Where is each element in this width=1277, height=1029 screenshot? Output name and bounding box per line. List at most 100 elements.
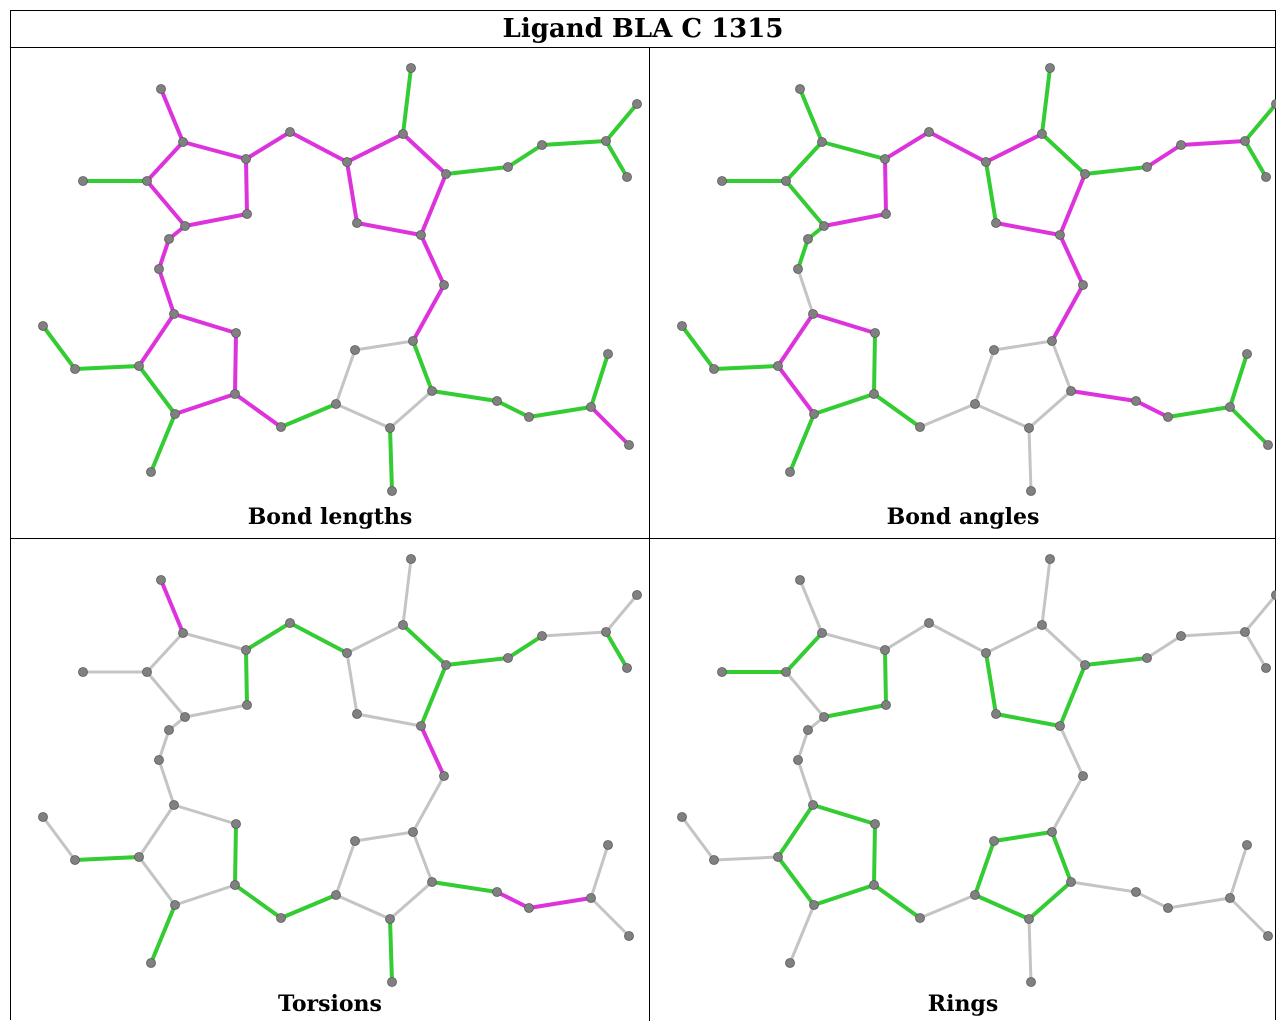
bond bbox=[233, 822, 238, 887]
atom bbox=[717, 176, 727, 186]
bond bbox=[796, 267, 815, 316]
atom bbox=[1055, 721, 1065, 731]
atom bbox=[142, 176, 152, 186]
bond bbox=[1058, 233, 1085, 287]
atom bbox=[601, 136, 611, 146]
atom bbox=[154, 264, 164, 274]
bond bbox=[1027, 917, 1033, 984]
bond bbox=[288, 130, 349, 164]
bond bbox=[796, 758, 815, 807]
bond bbox=[1243, 102, 1276, 143]
atom bbox=[785, 467, 795, 477]
atom bbox=[537, 631, 547, 641]
atom bbox=[781, 667, 791, 677]
bond bbox=[973, 839, 996, 897]
atom bbox=[134, 361, 144, 371]
atom bbox=[709, 855, 719, 865]
atom bbox=[170, 409, 180, 419]
bond bbox=[444, 165, 510, 176]
atom bbox=[178, 137, 188, 147]
atom bbox=[276, 913, 286, 923]
atom bbox=[603, 349, 613, 359]
atom bbox=[1263, 931, 1273, 941]
bond bbox=[883, 157, 888, 216]
bond bbox=[73, 364, 141, 371]
bond bbox=[1040, 623, 1087, 667]
panel-bond-lengths: Bond lengths bbox=[11, 48, 649, 538]
bond bbox=[355, 221, 423, 237]
bond bbox=[927, 621, 988, 655]
atom bbox=[350, 836, 360, 846]
panel-torsions: Torsions bbox=[11, 539, 649, 1029]
atom bbox=[586, 893, 596, 903]
atom bbox=[808, 800, 818, 810]
atom bbox=[785, 958, 795, 968]
bond bbox=[172, 803, 238, 826]
bond bbox=[1243, 139, 1268, 179]
figure-title: Ligand BLA C 1315 bbox=[11, 11, 1275, 48]
bond bbox=[820, 631, 887, 652]
bond bbox=[973, 893, 1031, 921]
atom bbox=[231, 819, 241, 829]
bond bbox=[173, 392, 237, 416]
atom bbox=[803, 725, 813, 735]
bond bbox=[244, 621, 292, 652]
atom bbox=[416, 721, 426, 731]
bond bbox=[1050, 830, 1073, 884]
bond bbox=[798, 578, 824, 635]
bond bbox=[1179, 139, 1247, 147]
bond bbox=[1027, 389, 1073, 430]
atom bbox=[387, 486, 397, 496]
bond bbox=[244, 157, 249, 216]
bond bbox=[279, 893, 338, 920]
atom bbox=[1131, 887, 1141, 897]
bond bbox=[604, 593, 639, 634]
bond bbox=[680, 815, 716, 862]
bond bbox=[149, 903, 177, 965]
bond bbox=[1179, 630, 1247, 638]
bond bbox=[1134, 890, 1170, 910]
atom bbox=[773, 852, 783, 862]
bond bbox=[355, 712, 423, 728]
bond bbox=[1228, 896, 1270, 938]
atom bbox=[331, 890, 341, 900]
bond bbox=[822, 212, 888, 228]
atom bbox=[773, 361, 783, 371]
bond bbox=[353, 830, 415, 843]
atom bbox=[991, 218, 1001, 228]
bond bbox=[401, 132, 448, 176]
bond bbox=[788, 903, 816, 965]
atom bbox=[1242, 349, 1252, 359]
atom bbox=[1242, 840, 1252, 850]
bond bbox=[872, 392, 922, 429]
bond bbox=[401, 66, 413, 136]
bond bbox=[388, 426, 394, 493]
atom bbox=[808, 309, 818, 319]
figure-frame: Ligand BLA C 1315 Bond lengths Bond angl… bbox=[10, 10, 1276, 1021]
atom bbox=[1024, 914, 1034, 924]
bond bbox=[784, 179, 826, 228]
atom bbox=[817, 137, 827, 147]
panel-rings: Rings bbox=[650, 539, 1277, 1029]
atom bbox=[1026, 486, 1036, 496]
atom bbox=[1037, 620, 1047, 630]
bond bbox=[181, 140, 248, 161]
bond bbox=[1040, 132, 1087, 176]
atom bbox=[632, 590, 642, 600]
bond bbox=[812, 883, 876, 907]
bond bbox=[604, 139, 629, 179]
atom bbox=[78, 667, 88, 677]
bond bbox=[1134, 399, 1170, 419]
atom bbox=[156, 575, 166, 585]
bond bbox=[1083, 656, 1149, 667]
bond bbox=[1228, 352, 1249, 409]
bond bbox=[172, 312, 238, 335]
atom bbox=[503, 653, 513, 663]
bond bbox=[872, 822, 877, 887]
atom bbox=[924, 618, 934, 628]
atom bbox=[1066, 386, 1076, 396]
atom bbox=[1045, 554, 1055, 564]
atom bbox=[586, 402, 596, 412]
atom bbox=[1261, 663, 1271, 673]
bond bbox=[776, 855, 816, 907]
